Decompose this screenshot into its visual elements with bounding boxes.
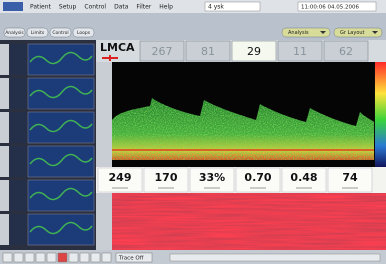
thumbnail-side bbox=[10, 44, 27, 75]
transport-button[interactable] bbox=[3, 253, 12, 262]
logo bbox=[3, 2, 23, 11]
measurement-value: 74 bbox=[342, 171, 358, 184]
thumbnail-side bbox=[10, 180, 27, 211]
number-value: 11 bbox=[293, 45, 307, 58]
number-value: 62 bbox=[339, 45, 353, 58]
transport-button[interactable] bbox=[14, 253, 23, 262]
clock: 11:00:06 04.05.2006 bbox=[301, 5, 359, 11]
measurement-value: 33% bbox=[199, 171, 225, 184]
menu-item[interactable]: Setup bbox=[59, 4, 77, 11]
menu-item[interactable]: Control bbox=[84, 4, 106, 11]
transport-button[interactable] bbox=[58, 253, 67, 262]
screen: PatientSetupControlDataFilterHelp 4 ysk … bbox=[0, 0, 386, 264]
thumbnail-label-strip bbox=[0, 214, 9, 245]
tool-button-label: Loops bbox=[77, 30, 91, 36]
thumbnail-label-strip bbox=[0, 146, 9, 177]
menu-item[interactable]: Help bbox=[159, 4, 173, 11]
measurement-value: 0.70 bbox=[244, 171, 271, 184]
tool-button-label: Limits bbox=[31, 30, 45, 36]
menu-item[interactable]: Patient bbox=[30, 4, 52, 11]
thumbnail-side bbox=[10, 78, 27, 109]
menu-item[interactable]: Data bbox=[114, 4, 129, 11]
measurement-value: 0.48 bbox=[290, 171, 317, 184]
transport-button[interactable] bbox=[102, 253, 111, 262]
measurement-value: 249 bbox=[109, 171, 132, 184]
transport-button[interactable] bbox=[36, 253, 45, 262]
measurement-value: 170 bbox=[155, 171, 178, 184]
scale-strip bbox=[96, 62, 112, 167]
menu-item[interactable]: Filter bbox=[136, 4, 151, 11]
vessel-label: LMCA bbox=[100, 41, 135, 54]
dropdown-label: Gr Layout bbox=[340, 30, 365, 36]
number-value: 267 bbox=[152, 45, 173, 58]
scale-strip bbox=[96, 193, 112, 250]
transport-button[interactable] bbox=[69, 253, 78, 262]
transport-button[interactable] bbox=[47, 253, 56, 262]
mmode-texture bbox=[112, 193, 386, 250]
color-bar bbox=[375, 62, 386, 167]
number-value: 29 bbox=[247, 45, 261, 58]
dropdown-label: Analysis bbox=[288, 30, 309, 36]
top-numbers: 267 81 29 11 62 bbox=[140, 41, 368, 61]
timeline[interactable] bbox=[170, 254, 380, 261]
number-value: 81 bbox=[201, 45, 215, 58]
thumbnail-label-strip bbox=[0, 112, 9, 143]
thumbnail-label-strip bbox=[0, 78, 9, 109]
thumbnail-side bbox=[10, 214, 27, 245]
transport-button[interactable] bbox=[91, 253, 100, 262]
field-text: 4 ysk bbox=[208, 4, 224, 11]
thumbnail-side bbox=[10, 112, 27, 143]
tool-button-label: Analysis bbox=[5, 30, 24, 36]
transport-button[interactable] bbox=[80, 253, 89, 262]
app-window: PatientSetupControlDataFilterHelp 4 ysk … bbox=[0, 0, 386, 264]
tool-button-label: Control bbox=[52, 30, 68, 36]
thumbnail-label-strip bbox=[0, 180, 9, 211]
trace-label: Trace Off bbox=[118, 256, 144, 262]
transport-button[interactable] bbox=[25, 253, 34, 262]
thumbnail-label-strip bbox=[0, 44, 9, 75]
thumbnail-side bbox=[10, 146, 27, 177]
